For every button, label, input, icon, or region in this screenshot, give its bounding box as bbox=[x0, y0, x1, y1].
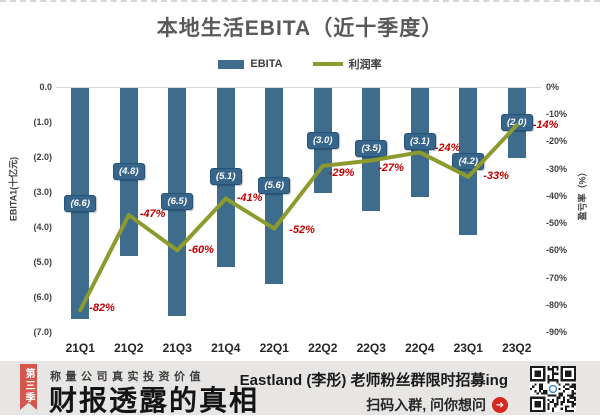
x-axis-label: 22Q4 bbox=[405, 341, 435, 355]
bar-swatch-icon bbox=[218, 59, 245, 69]
qr-code bbox=[530, 366, 576, 412]
left-axis-tick: (7.0) bbox=[33, 327, 52, 337]
profit-rate-point-label: -33% bbox=[483, 169, 509, 182]
profit-rate-point-label: -82% bbox=[89, 302, 115, 315]
profit-rate-point-label: -52% bbox=[289, 223, 315, 236]
x-axis-label: 22Q2 bbox=[308, 341, 338, 355]
left-axis-tick: (5.0) bbox=[33, 257, 52, 267]
x-axis-label: 21Q2 bbox=[114, 341, 144, 355]
profit-rate-point-label: -41% bbox=[236, 191, 263, 204]
season-ribbon: 第三季 bbox=[20, 364, 37, 410]
right-axis-tick: -40% bbox=[546, 190, 568, 201]
x-axis-label: 23Q2 bbox=[502, 341, 532, 355]
bar-value-badge: (5.1) bbox=[209, 168, 242, 186]
profit-rate-point-label: -47% bbox=[139, 207, 166, 220]
bar-value-badge: (4.8) bbox=[112, 163, 145, 180]
right-axis-tick: 0% bbox=[546, 82, 560, 92]
x-axis-label: 22Q3 bbox=[356, 341, 386, 355]
bar-value-badge: (3.5) bbox=[355, 140, 388, 158]
right-axis-tick: -80% bbox=[546, 299, 568, 310]
line-swatch-icon bbox=[312, 62, 343, 66]
bar-value-badge: (2.0) bbox=[500, 114, 533, 131]
profit-rate-point-label: -27% bbox=[378, 161, 404, 174]
x-axis-label: 21Q1 bbox=[65, 341, 95, 355]
bar-value-badge: (6.6) bbox=[64, 194, 97, 212]
left-axis-tick: (3.0) bbox=[33, 187, 52, 197]
bar-value-badge: (4.2) bbox=[452, 152, 485, 170]
promo-headline: Eastland (李彤) 老师粉丝群限时招募ing bbox=[239, 372, 508, 389]
footer-brand-title: 财报透露的真相 bbox=[49, 386, 260, 417]
profit-rate-line bbox=[78, 123, 519, 313]
right-axis-tick: -20% bbox=[546, 136, 568, 147]
left-axis-tick: (2.0) bbox=[33, 152, 52, 162]
right-axis-tick: -30% bbox=[546, 163, 568, 174]
x-axis-label: 22Q1 bbox=[259, 341, 289, 355]
promo-block: Eastland (李彤) 老师粉丝群限时招募ing 扫码入群, 问你想问 ➜ bbox=[240, 369, 508, 415]
profit-rate-point-label: -29% bbox=[328, 166, 355, 179]
bar-value-badge: (6.5) bbox=[161, 192, 194, 210]
legend-item-ebita: EBITA bbox=[218, 58, 283, 70]
x-axis-label: 23Q1 bbox=[453, 341, 483, 355]
page-title: 本地生活EBITA（近十季度） bbox=[156, 17, 444, 40]
promo-cta-text: 扫码入群, 问你想问 bbox=[366, 397, 486, 413]
promo-cta: 扫码入群, 问你想问 ➜ bbox=[240, 395, 508, 415]
plot-area: (6.6) (4.8) (6.5) (5.1) (5.6) (3.0) (3.5) (3.1)… bbox=[56, 87, 558, 332]
footer-tagline: 称量公司真实投资价值 bbox=[50, 371, 205, 383]
profit-rate-point-label: -24% bbox=[434, 142, 461, 155]
profit-rate-point-label: -60% bbox=[188, 244, 214, 257]
left-axis-tick: (6.0) bbox=[33, 292, 52, 302]
x-axis-label: 21Q3 bbox=[162, 341, 192, 355]
profit-rate-point-label: -14% bbox=[532, 119, 559, 132]
ribbon-label: 第三季 bbox=[23, 368, 34, 404]
left-axis-tick: 0.0 bbox=[39, 82, 52, 92]
bar-value-badge: (5.6) bbox=[258, 177, 291, 194]
footer-banner: 第三季 称量公司真实投资价值 财报透露的真相 Eastland (李彤) 老师粉… bbox=[0, 361, 600, 417]
bar-value-badge: (3.1) bbox=[403, 133, 436, 151]
right-axis-tick: -50% bbox=[546, 218, 568, 229]
x-axis-label: 21Q4 bbox=[211, 341, 241, 355]
bar-value-badge: (3.0) bbox=[306, 131, 339, 149]
left-axis-tick: (4.0) bbox=[33, 222, 52, 232]
right-axis-tick: -70% bbox=[546, 272, 568, 283]
zero-gridline bbox=[56, 87, 541, 88]
legend-label-profit-rate: 利润率 bbox=[348, 59, 382, 71]
right-axis-tick: -60% bbox=[546, 245, 568, 256]
legend: EBITA 利润率 bbox=[0, 56, 600, 72]
arrow-right-icon: ➜ bbox=[492, 397, 508, 413]
legend-label-ebita: EBITA bbox=[250, 58, 283, 70]
right-axis-tick: -10% bbox=[546, 109, 568, 120]
right-axis-tick: -90% bbox=[546, 327, 568, 337]
left-axis-tick: (1.0) bbox=[33, 117, 52, 127]
legend-item-profit-rate: 利润率 bbox=[312, 56, 382, 72]
